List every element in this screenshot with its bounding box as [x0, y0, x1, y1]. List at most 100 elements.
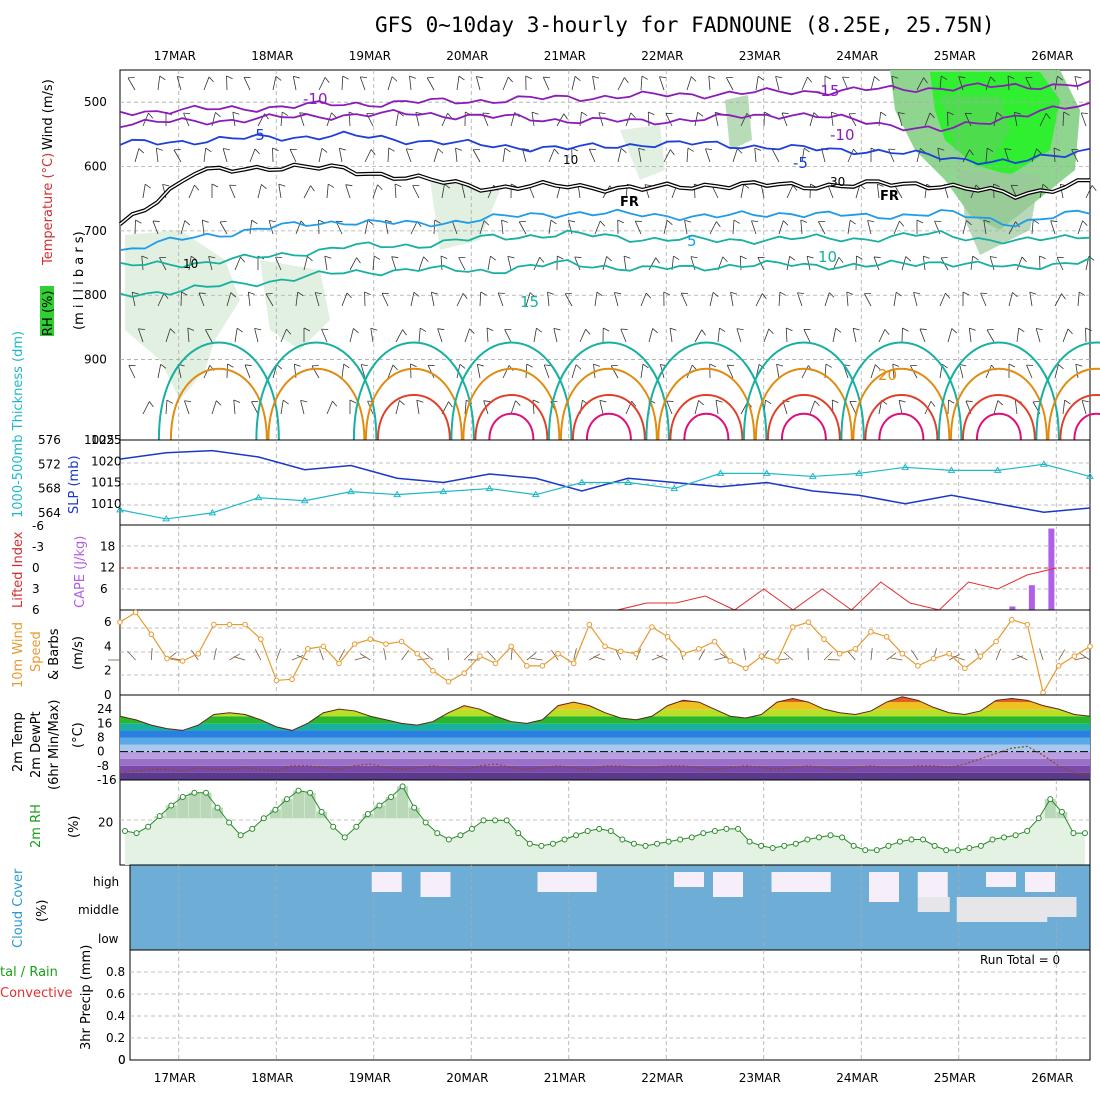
barb-staff: [708, 76, 711, 91]
wind-barb: [571, 364, 582, 379]
barb-staff: [345, 184, 351, 199]
wind-barb: [405, 148, 413, 163]
wind-barb: [1077, 291, 1086, 307]
barb-flag: [226, 75, 233, 80]
thickness-marker: [993, 466, 1002, 473]
wind-barb: [680, 292, 689, 307]
li-tick: 0: [32, 561, 40, 575]
barb-staff: [229, 184, 236, 199]
barb-flag: [275, 256, 283, 258]
wind-barb: [556, 255, 564, 271]
barb-staff: [433, 219, 436, 235]
pressure-tick: 900: [84, 353, 107, 367]
thickness-marker: [208, 508, 217, 516]
barb-staff: [847, 220, 851, 235]
barb-flag: [652, 328, 658, 334]
wind-barb: [553, 327, 561, 343]
cloud-mid-bar: [986, 897, 1018, 922]
barb-staff: [383, 648, 387, 661]
barb-staff: [891, 76, 895, 91]
wind-barb: [592, 75, 600, 91]
barb-staff: [592, 76, 596, 91]
barb-flag: [659, 76, 667, 79]
wind-barb: [188, 184, 200, 199]
warm-arch: [766, 394, 841, 441]
barb-staff: [651, 655, 664, 661]
barb-staff: [479, 220, 485, 235]
barb-staff: [983, 220, 987, 235]
rh-marker: [307, 789, 314, 796]
barb-flag: [539, 256, 545, 263]
wind-barb: [647, 111, 655, 127]
surface-wind-barb: [487, 650, 496, 661]
wind-marker: [1055, 663, 1062, 669]
pressure-tick: 800: [84, 288, 107, 302]
barb-staff: [249, 148, 256, 163]
barb-staff: [571, 76, 576, 91]
barb-staff: [394, 184, 397, 199]
barb-flag: [875, 364, 881, 370]
slp-thickness-axis: 1010 1015 1020 1025 564 568 572 576: [38, 433, 122, 520]
barb-flag: [1011, 184, 1018, 186]
wind-barb: [157, 75, 166, 91]
rh-marker: [977, 842, 984, 849]
slp-tick: 1015: [91, 476, 122, 490]
barb-flag: [173, 149, 181, 151]
barb-flag: [504, 147, 511, 153]
wind-marker: [258, 636, 264, 642]
barb-flag: [399, 400, 405, 406]
cloud-level-middle: middle: [78, 903, 119, 917]
barb-flag: [135, 219, 142, 224]
barb-staff: [786, 185, 794, 199]
barb-staff: [827, 184, 834, 199]
cloud-high-bar: [713, 872, 743, 897]
warm-arch: [571, 394, 646, 441]
wind-barb: [709, 363, 716, 379]
wind-barb: [142, 183, 151, 199]
barb-flag: [1018, 327, 1025, 333]
wind-barb: [502, 147, 511, 163]
barb-flag: [895, 291, 902, 297]
temperature-axis-label: Temperature (°C): [41, 153, 56, 266]
temp-band: [120, 730, 1090, 738]
rh-low-blob-5: [725, 95, 752, 150]
barb-flag: [336, 220, 343, 222]
barb-staff: [548, 220, 552, 235]
warm-arch: [657, 367, 756, 441]
wind-barb: [370, 327, 378, 343]
barb-flag: [282, 111, 289, 116]
date-tick-top: 23MAR: [739, 49, 781, 63]
wind-marker: [477, 653, 483, 659]
thickness-marker: [162, 514, 171, 522]
barb-staff: [295, 292, 299, 307]
wind-barb: [986, 329, 995, 343]
wind-barb: [964, 112, 972, 127]
warm-arch: [1047, 367, 1100, 441]
barb-staff: [226, 292, 232, 307]
rh-marker: [330, 823, 337, 830]
wind-barb: [441, 112, 453, 127]
rh-marker: [202, 789, 209, 796]
wind-marker: [164, 655, 170, 662]
barb-flag: [423, 256, 429, 262]
wind-marker: [555, 650, 561, 657]
wind-barb: [1054, 364, 1064, 379]
barb-staff: [919, 328, 926, 343]
barb-staff: [280, 112, 283, 127]
wind-barb: [579, 328, 591, 343]
barb-staff: [141, 256, 144, 271]
wind-barb: [864, 293, 872, 307]
wind10m-label: 10m Wind: [11, 622, 26, 688]
date-tick-top: 18MAR: [251, 49, 293, 63]
barb-flag: [737, 148, 743, 154]
temp-tick: 16: [97, 716, 112, 730]
wind-marker: [383, 641, 389, 647]
barb-flag: [364, 291, 371, 296]
barb-flag: [293, 75, 300, 79]
cloud-high-bar: [986, 872, 1016, 887]
wind-barb: [211, 183, 219, 198]
barb-staff: [648, 257, 657, 271]
barb-flag: [272, 147, 279, 152]
barb-staff: [894, 185, 903, 199]
wind-barb: [962, 291, 970, 306]
